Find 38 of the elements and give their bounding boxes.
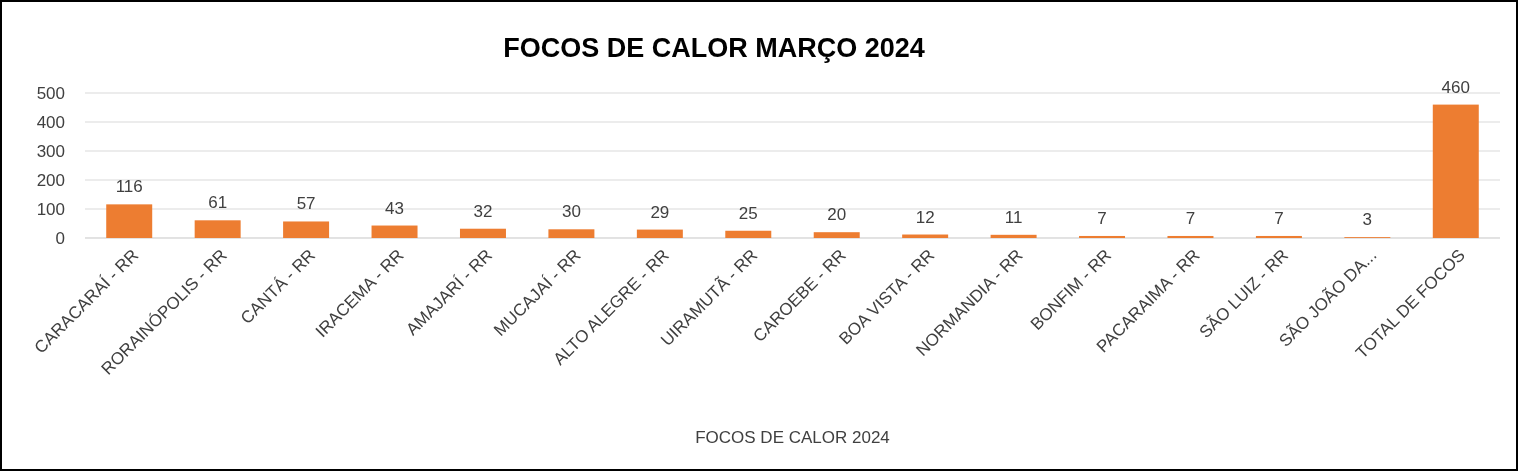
y-tick-label: 500: [36, 83, 65, 103]
data-label: 7: [1185, 208, 1196, 228]
bar: [106, 204, 153, 238]
y-tick-label: 100: [36, 199, 65, 219]
bar: [990, 234, 1037, 238]
data-label: 12: [915, 207, 935, 227]
data-label: 11: [1004, 207, 1023, 227]
y-tick-label: 200: [36, 170, 65, 190]
bar: [1079, 235, 1126, 238]
bar: [548, 229, 595, 238]
y-tick-label: 0: [55, 228, 65, 248]
y-tick-label: 400: [36, 112, 65, 132]
data-label: 7: [1097, 208, 1107, 228]
bar: [636, 229, 683, 238]
data-label: 460: [1441, 77, 1470, 97]
data-label: 25: [738, 203, 758, 223]
data-label: 43: [385, 198, 404, 218]
data-label: 30: [561, 202, 581, 222]
bar: [1432, 104, 1479, 238]
y-tick-label: 300: [36, 141, 65, 161]
bar: [1167, 235, 1214, 238]
bar: [283, 221, 330, 238]
bar: [725, 230, 772, 238]
data-label: 116: [115, 177, 143, 197]
data-label: 57: [296, 194, 316, 214]
data-label: 3: [1362, 210, 1373, 230]
bar: [459, 228, 506, 238]
data-label: 20: [827, 205, 847, 225]
bar: [813, 232, 860, 238]
data-label: 61: [208, 193, 228, 213]
bar: [1255, 235, 1302, 238]
data-label: 7: [1274, 208, 1284, 228]
data-label: 29: [650, 202, 670, 222]
bar: [371, 225, 418, 238]
data-label: 32: [473, 201, 493, 221]
x-axis-title: FOCOS DE CALOR 2024: [695, 428, 890, 447]
bar: [194, 220, 241, 238]
chart-title: FOCOS DE CALOR MARÇO 2024: [503, 33, 925, 63]
